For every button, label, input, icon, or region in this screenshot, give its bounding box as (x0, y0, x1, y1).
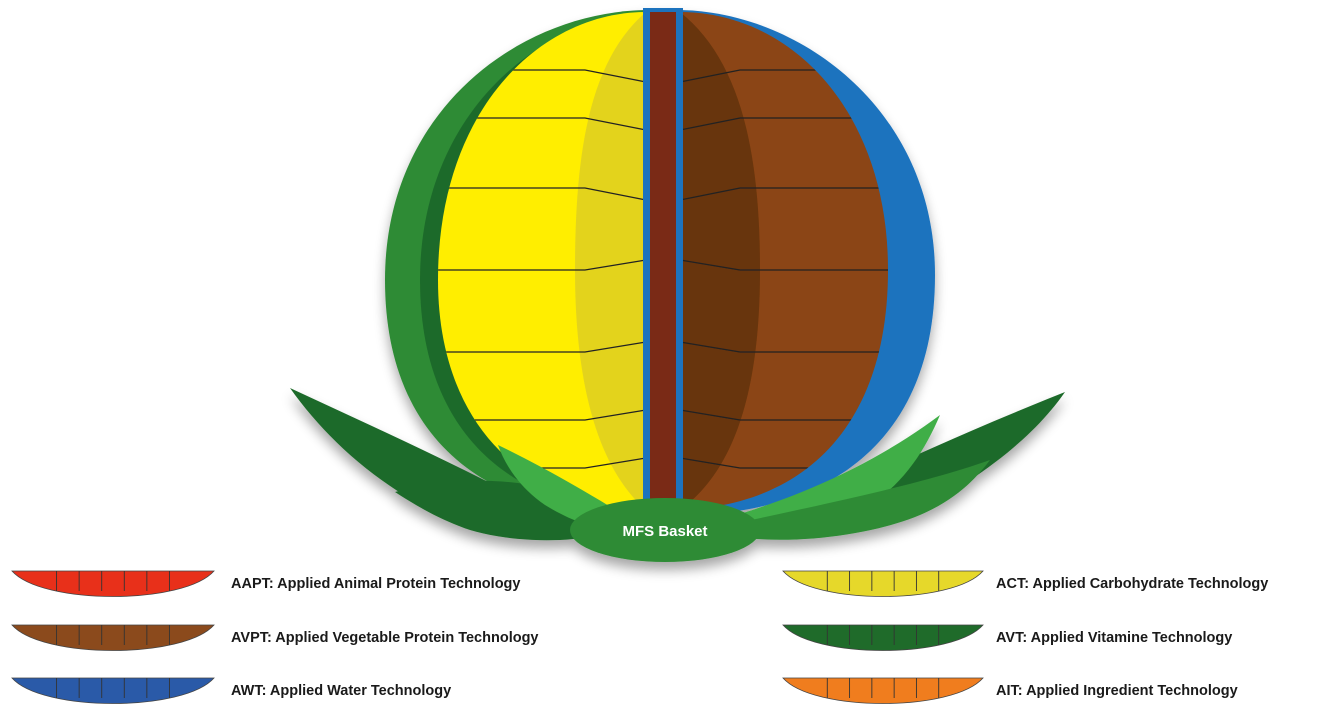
legend-item-avpt: AVPT: Applied Vegetable Protein Technolo… (11, 624, 539, 651)
brown-segment-line (680, 117, 888, 131)
legend-label: AAPT: Applied Animal Protein Technology (231, 576, 520, 592)
yellow-segment-line (438, 341, 646, 353)
legend-swatch (11, 624, 215, 651)
legend-item-awt: AWT: Applied Water Technology (11, 677, 451, 704)
legend: AAPT: Applied Animal Protein Technology A… (11, 570, 1268, 704)
basket-label: MFS Basket (622, 523, 707, 540)
center-stem (650, 12, 676, 512)
brown-segment-line (680, 187, 888, 201)
brown-segment-line (680, 409, 888, 421)
legend-label: AVT: Applied Vitamine Technology (996, 630, 1232, 646)
yellow-segment-line (438, 409, 646, 421)
legend-label: AIT: Applied Ingredient Technology (996, 683, 1238, 699)
legend-item-act: ACT: Applied Carbohydrate Technology (782, 570, 1268, 597)
legend-swatch (11, 570, 215, 597)
legend-label: AWT: Applied Water Technology (231, 683, 451, 699)
brown-segment-line (680, 259, 888, 271)
legend-swatch (782, 677, 984, 704)
legend-swatch (782, 624, 984, 651)
brown-shade (680, 12, 760, 510)
brown-segment-line (680, 341, 888, 353)
right-inner-leaf (705, 460, 990, 540)
legend-item-ait: AIT: Applied Ingredient Technology (782, 677, 1238, 704)
yellow-shade (575, 12, 646, 510)
legend-label: AVPT: Applied Vegetable Protein Technolo… (231, 630, 539, 646)
legend-label: ACT: Applied Carbohydrate Technology (996, 576, 1268, 592)
yellow-segment-line (438, 259, 646, 271)
legend-item-aapt: AAPT: Applied Animal Protein Technology (11, 570, 520, 597)
legend-swatch (782, 570, 984, 597)
legend-item-avt: AVT: Applied Vitamine Technology (782, 624, 1232, 651)
basket-illustration: MFS Basket (290, 8, 1065, 562)
legend-swatch (11, 677, 215, 704)
yellow-segment-line (438, 187, 646, 201)
center-basket-ellipse (570, 498, 760, 562)
